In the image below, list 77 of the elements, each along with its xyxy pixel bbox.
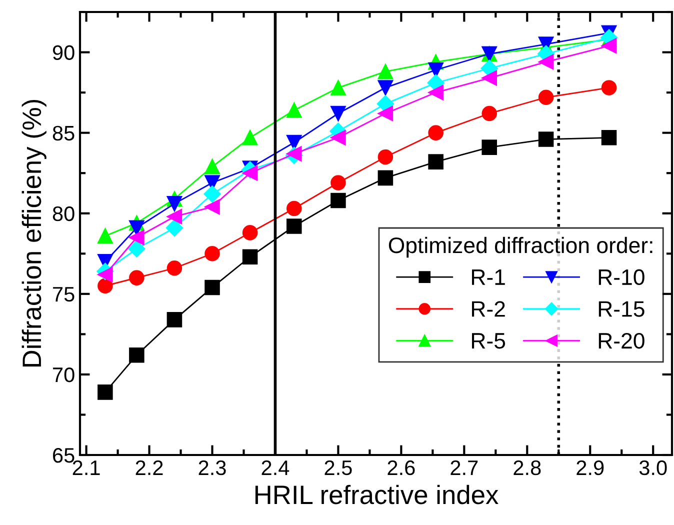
y-tick-label: 70 — [53, 367, 74, 382]
x-tick-label: 2.5 — [324, 460, 352, 476]
point — [378, 106, 394, 122]
point — [204, 246, 220, 262]
point — [330, 80, 346, 96]
x-tick-label: 2.8 — [514, 460, 541, 476]
point — [204, 199, 220, 215]
point — [204, 159, 220, 174]
x-tick-label: 3.0 — [639, 460, 667, 476]
point — [204, 185, 221, 203]
point — [129, 347, 144, 363]
legend-label: R-15 — [598, 301, 644, 317]
x-tick-label: 2.2 — [136, 460, 163, 475]
point — [378, 80, 394, 96]
point — [286, 102, 302, 118]
legend-title: Optimized diffraction order: — [388, 236, 652, 258]
y-tick-label: 80 — [52, 206, 74, 222]
point — [286, 218, 302, 234]
y-axis-title: Diffraction efficieny (%) — [22, 100, 46, 367]
point — [427, 74, 444, 92]
point — [482, 70, 497, 86]
point — [378, 170, 394, 186]
point — [166, 208, 182, 224]
y-tick-label: 65 — [53, 448, 74, 463]
point — [166, 219, 184, 236]
point — [242, 130, 258, 146]
x-tick-label: 2.1 — [72, 460, 100, 475]
point — [166, 196, 182, 212]
point — [480, 60, 498, 77]
point — [330, 192, 346, 208]
legend-label: R-20 — [598, 332, 644, 349]
legend-label: R-10 — [598, 269, 644, 286]
point — [378, 64, 394, 80]
point — [376, 95, 394, 112]
point — [428, 84, 444, 100]
point — [330, 175, 346, 190]
point — [166, 260, 182, 276]
legend-label: R-1 — [472, 270, 505, 285]
legend-label: R-5 — [472, 333, 506, 349]
point — [204, 280, 220, 296]
point — [330, 106, 346, 122]
x-tick-label: 2.4 — [262, 460, 290, 475]
point — [129, 270, 144, 286]
point — [286, 200, 302, 216]
point — [378, 149, 394, 165]
point — [98, 266, 113, 282]
point — [242, 225, 258, 240]
point — [428, 154, 444, 170]
point — [428, 62, 444, 78]
point — [538, 132, 554, 147]
point — [128, 240, 146, 258]
point — [601, 38, 617, 54]
point — [242, 249, 258, 264]
point — [98, 228, 113, 244]
point — [166, 312, 182, 328]
point — [482, 106, 497, 122]
legend-label: R-2 — [472, 301, 505, 317]
point — [129, 230, 144, 246]
x-axis-title: HRIL refractive index — [255, 484, 498, 504]
point — [98, 384, 113, 400]
point — [428, 125, 444, 140]
point — [601, 80, 617, 96]
x-tick-label: 2.9 — [576, 460, 604, 476]
point — [330, 130, 346, 146]
point — [601, 130, 617, 146]
point — [538, 54, 554, 70]
point — [242, 165, 258, 181]
x-tick-label: 2.6 — [388, 460, 415, 476]
y-tick-label: 85 — [52, 126, 74, 141]
x-tick-label: 2.3 — [198, 460, 226, 476]
point — [129, 220, 144, 236]
x-tick-label: 2.7 — [450, 460, 478, 475]
point — [98, 278, 113, 294]
point — [538, 90, 554, 106]
y-tick-label: 90 — [52, 45, 74, 60]
point — [482, 140, 497, 155]
y-tick-label: 75 — [53, 287, 74, 302]
